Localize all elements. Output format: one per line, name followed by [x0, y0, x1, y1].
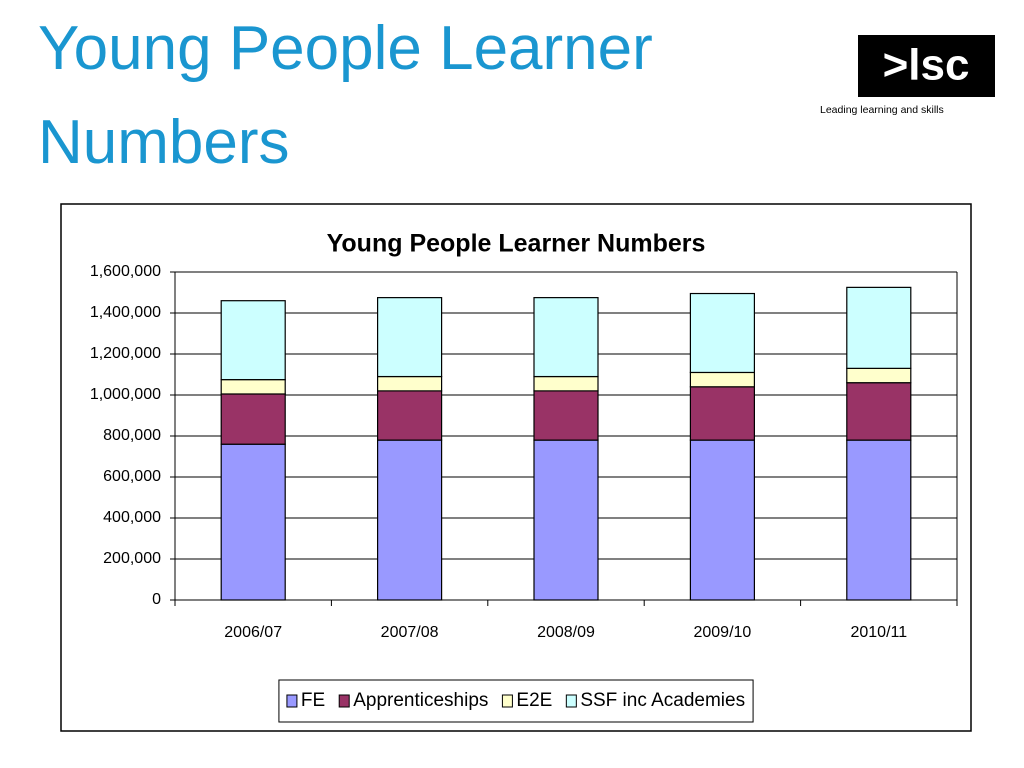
legend-swatch [286, 694, 298, 708]
bar-segment [533, 297, 599, 378]
bar-segment [533, 375, 599, 392]
bar-segment [377, 390, 443, 441]
legend-swatch [565, 694, 577, 708]
y-tick-label: 0 [152, 591, 161, 608]
bar-segment [220, 393, 286, 445]
legend-box [278, 679, 754, 723]
bar-segment [220, 443, 286, 601]
slide-title: Young People Learner Numbers [38, 14, 653, 177]
x-tick-label: 2009/10 [693, 624, 751, 641]
y-tick-label: 600,000 [103, 468, 161, 485]
y-tick-label: 1,000,000 [90, 386, 161, 403]
bar-segment [689, 439, 756, 601]
legend-swatch [501, 694, 513, 708]
legend-label: FE [301, 690, 325, 711]
logo-tagline: Leading learning and skills [820, 104, 944, 116]
legend-label: Apprenticeships [353, 690, 488, 711]
bar-segment [377, 297, 443, 378]
y-tick-label: 1,200,000 [90, 345, 161, 362]
bar-segment [533, 439, 599, 601]
chart-title: Young People Learner Numbers [327, 230, 706, 258]
bar-segment [846, 286, 912, 369]
logo-box [858, 35, 995, 97]
x-tick-label: 2010/11 [850, 624, 907, 641]
logo-text: >lsc [883, 41, 970, 90]
y-tick-label: 1,600,000 [90, 263, 161, 280]
y-tick-label: 400,000 [103, 509, 161, 526]
y-tick-label: 200,000 [103, 550, 161, 567]
x-tick-label: 2007/08 [381, 624, 439, 641]
x-tick-label: 2006/07 [224, 624, 282, 641]
bar-segment [846, 382, 912, 441]
legend-label: E2E [516, 690, 552, 711]
chart-frame [60, 203, 972, 732]
bar-segment [689, 371, 756, 388]
x-tick-label: 2008/09 [537, 624, 595, 641]
bar-segment [846, 439, 912, 601]
bar-segment [377, 439, 443, 601]
bar-segment [220, 379, 286, 395]
bar-segment [689, 292, 756, 374]
bar-segment [689, 386, 756, 441]
bar-segment [377, 375, 443, 392]
bar-segment [220, 300, 286, 381]
y-tick-label: 1,400,000 [90, 304, 161, 321]
legend-label: SSF inc Academies [580, 690, 745, 711]
bar-segment [533, 390, 599, 441]
legend-swatch [338, 694, 350, 708]
y-tick-label: 800,000 [103, 427, 161, 444]
bar-segment [846, 367, 912, 384]
